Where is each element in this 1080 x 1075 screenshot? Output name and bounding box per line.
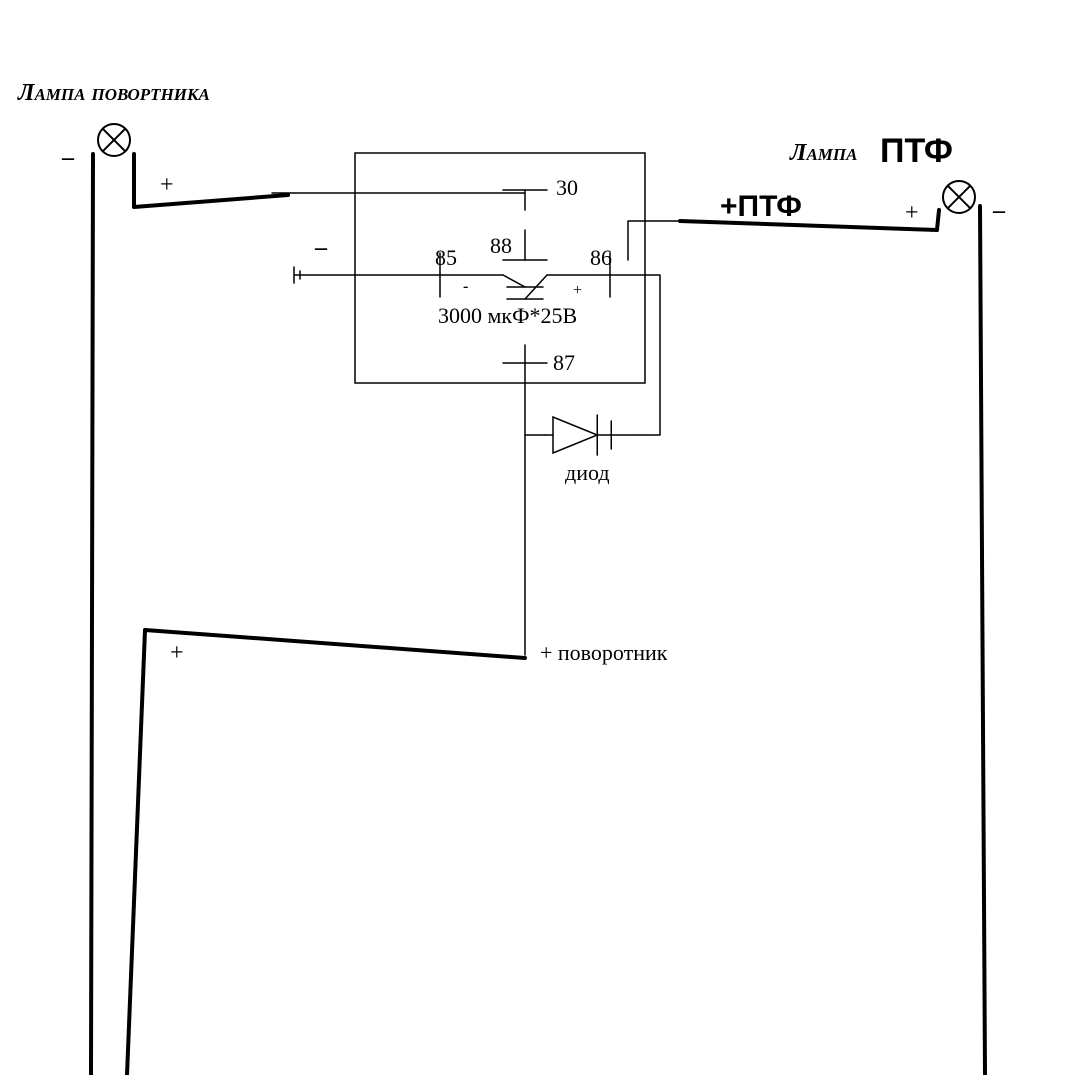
lamp-turn-title: Лампа повортника <box>18 80 210 107</box>
plus-ptf-inline: +ПТФ <box>720 190 802 224</box>
pin-86-label: 86 <box>590 245 612 271</box>
ground-minus: – <box>315 235 327 262</box>
ptf-big-label: ПТФ <box>880 132 953 171</box>
plus-turn-label: + поворотник <box>540 640 667 666</box>
pin-85-label: 85 <box>435 245 457 271</box>
right-lamp-plus: + <box>905 200 919 227</box>
pin85-minus: - <box>463 278 468 296</box>
left-lamp-minus: – <box>62 145 74 172</box>
left-lamp-plus: + <box>160 172 174 199</box>
pin-30-label: 30 <box>556 175 578 201</box>
lamp-ptf-title: Лампа <box>790 140 857 167</box>
diode-label: диод <box>565 460 610 486</box>
pin-87-label: 87 <box>553 350 575 376</box>
turn-plus-sign: + <box>170 640 184 667</box>
pin86-plus: + <box>573 282 582 300</box>
capacitor-label: 3000 мкФ*25B <box>438 303 577 329</box>
pin-88-label: 88 <box>490 233 512 259</box>
right-lamp-minus: – <box>993 198 1005 225</box>
